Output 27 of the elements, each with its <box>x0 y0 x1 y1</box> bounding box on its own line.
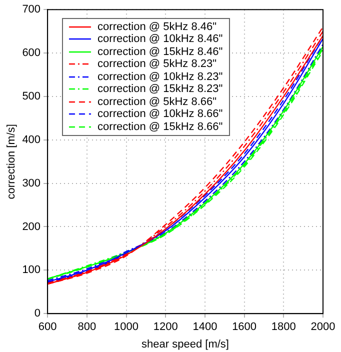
legend-label: correction @ 15kHz 8.66" <box>98 120 223 133</box>
x-tick-label: 1800 <box>271 321 296 334</box>
y-tick-label: 400 <box>22 134 41 146</box>
y-tick-label: 700 <box>22 4 41 16</box>
x-tick-label: 1000 <box>114 321 138 334</box>
y-tick-label: 100 <box>22 264 41 276</box>
x-tick-label: 600 <box>38 321 57 334</box>
legend-label: correction @ 15kHz 8.23" <box>98 83 223 96</box>
legend-label: correction @ 5kHz 8.66" <box>98 96 217 108</box>
x-axis-title: shear speed [m/s] <box>142 338 229 350</box>
x-tick-label: 2000 <box>310 321 336 334</box>
legend-label: correction @ 10kHz 8.66" <box>98 108 223 120</box>
y-tick-label: 0 <box>34 308 41 320</box>
legend-label: correction @ 15kHz 8.46" <box>98 46 223 58</box>
y-tick-label: 300 <box>22 177 41 190</box>
y-tick-label: 200 <box>22 220 41 233</box>
legend-label: correction @ 10kHz 8.46" <box>98 33 223 46</box>
y-axis-title: correction [m/s] <box>6 124 18 200</box>
legend-label: correction @ 5kHz 8.46" <box>98 20 217 33</box>
x-tick-label: 1600 <box>232 321 257 334</box>
x-tick-label: 1400 <box>192 321 218 334</box>
y-tick-label: 600 <box>22 47 41 60</box>
y-tick-label: 500 <box>22 90 41 102</box>
legend-label: correction @ 5kHz 8.23" <box>98 58 217 70</box>
legend-label: correction @ 10kHz 8.23" <box>98 70 223 83</box>
x-tick-label: 800 <box>78 321 96 334</box>
x-tick-label: 1200 <box>153 321 178 334</box>
